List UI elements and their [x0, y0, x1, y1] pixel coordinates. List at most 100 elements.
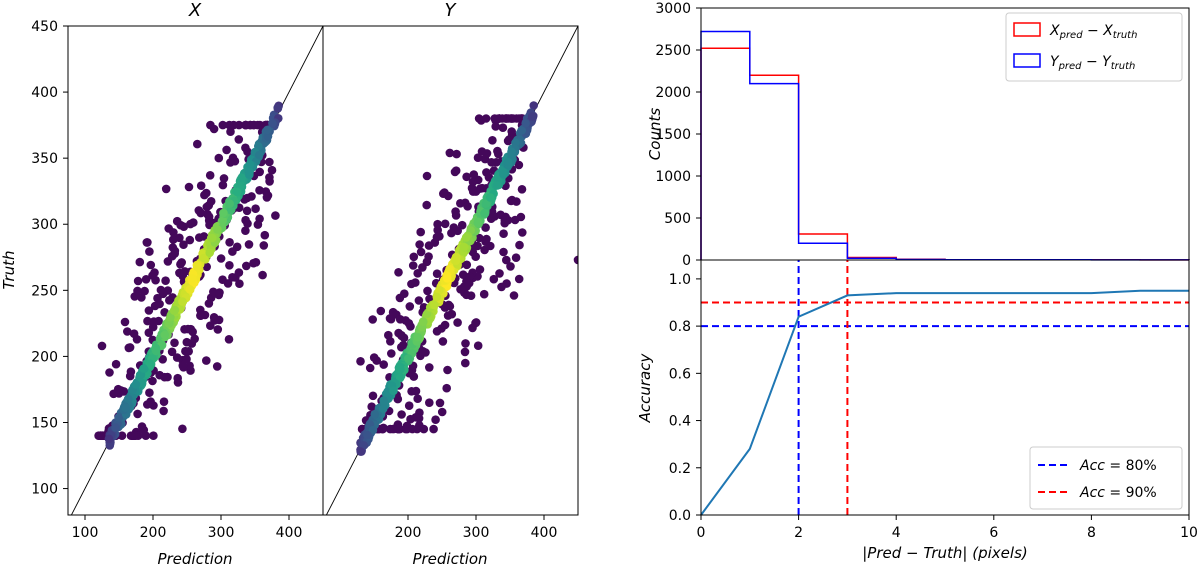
- outlier-point: [132, 335, 142, 344]
- accuracy-lines: [700, 260, 1189, 516]
- outlier-point: [145, 247, 154, 256]
- y-tick-label: 150: [31, 415, 58, 431]
- outlier-point: [495, 269, 504, 278]
- outlier-point: [195, 233, 204, 242]
- outlier-point: [514, 274, 524, 284]
- histogram-ylabel: Counts: [646, 108, 664, 161]
- outlier-point: [422, 171, 432, 181]
- legend-label-y: Ypred − Ytruth: [1050, 54, 1135, 72]
- outlier-point: [243, 219, 252, 228]
- outlier-point: [241, 120, 250, 130]
- y-tick-label: 1500: [655, 127, 691, 143]
- outlier-point: [509, 291, 519, 300]
- outlier-point: [173, 373, 182, 383]
- outlier-point: [493, 146, 502, 156]
- y-tick-label: 200: [31, 349, 58, 365]
- outlier-point: [151, 275, 160, 285]
- outlier-point: [161, 276, 170, 286]
- outlier-point: [474, 114, 484, 123]
- y-tick-label: 400: [31, 85, 58, 101]
- histogram-panel: 0 500 1000 1500 2000 2500 3000 Counts Xpred − …: [646, 1, 1190, 269]
- outlier-point: [177, 258, 186, 267]
- outlier-point: [440, 219, 450, 229]
- outlier-point: [186, 219, 195, 229]
- outlier-point: [482, 168, 491, 177]
- density-point: [356, 447, 366, 456]
- outlier-point: [461, 339, 470, 348]
- density-point: [378, 404, 388, 414]
- outlier-point: [507, 195, 517, 205]
- outlier-point: [445, 302, 455, 311]
- outlier-point: [148, 376, 157, 386]
- outlier-point: [516, 212, 526, 222]
- density-point: [193, 261, 202, 270]
- outlier-point: [209, 287, 218, 297]
- scatter-x-yaxis: 100 150 200 250 300 350 400 450: [31, 19, 68, 498]
- outlier-point: [443, 311, 453, 320]
- outlier-point: [204, 299, 214, 308]
- outlier-point: [425, 398, 434, 408]
- outlier-point: [105, 368, 114, 377]
- outlier-point: [397, 330, 406, 340]
- density-point: [268, 119, 277, 128]
- outlier-point: [167, 347, 177, 357]
- outlier-point: [475, 233, 484, 243]
- density-point: [507, 147, 516, 156]
- density-point: [199, 253, 209, 263]
- density-point: [459, 242, 469, 252]
- x-tick-label: 10: [1180, 525, 1198, 541]
- scatter-x-ylabel: Truth: [0, 250, 18, 289]
- x-tick-label: 400: [276, 525, 303, 541]
- outlier-point: [368, 315, 378, 324]
- outlier-point: [183, 324, 193, 334]
- outlier-point: [141, 431, 151, 441]
- outlier-point: [445, 148, 455, 158]
- outlier-point: [137, 293, 146, 302]
- outlier-point: [169, 228, 178, 237]
- outlier-point: [109, 389, 118, 399]
- outlier-point: [234, 135, 244, 144]
- outlier-point: [260, 230, 270, 240]
- outlier-point: [414, 296, 424, 305]
- outlier-point: [111, 359, 121, 369]
- scatter-x-title: X: [188, 0, 202, 21]
- outlier-point: [126, 431, 136, 441]
- y-tick-label: 0: [682, 253, 691, 269]
- outlier-point: [413, 269, 423, 278]
- outlier-point: [413, 394, 423, 404]
- scatter-y-title: Y: [445, 0, 458, 21]
- outlier-point: [225, 238, 234, 247]
- outlier-point: [133, 409, 142, 419]
- outlier-point: [200, 310, 210, 320]
- scatter-panel-y: Y 200 300 400 Prediction: [322, 0, 579, 566]
- outlier-point: [408, 261, 418, 270]
- outlier-point: [255, 167, 264, 177]
- outlier-point: [242, 261, 251, 271]
- accuracy-xaxis: 0 2 4 6 8 10: [697, 515, 1198, 541]
- outlier-point: [480, 154, 490, 164]
- outlier-point: [267, 165, 277, 175]
- outlier-point: [384, 330, 393, 340]
- outlier-point: [491, 122, 501, 131]
- outlier-point: [425, 363, 434, 372]
- y-tick-label: 0.2: [669, 461, 691, 477]
- density-point: [527, 112, 537, 121]
- outlier-point: [456, 199, 465, 208]
- y-tick-label: 0.0: [669, 508, 691, 524]
- outlier-point: [133, 286, 142, 296]
- outlier-point: [244, 240, 254, 249]
- outlier-point: [486, 241, 495, 251]
- outlier-point: [209, 124, 219, 134]
- outlier-point: [499, 229, 508, 238]
- density-point: [225, 199, 234, 208]
- outlier-point: [172, 216, 182, 226]
- density-point: [511, 138, 520, 148]
- outlier-point: [154, 316, 163, 326]
- x-tick-label: 400: [531, 525, 558, 541]
- outlier-point: [196, 181, 206, 190]
- density-point: [245, 167, 254, 176]
- density-point: [187, 274, 197, 283]
- outlier-point: [161, 184, 171, 194]
- outlier-point: [411, 386, 421, 396]
- outlier-point: [223, 279, 233, 288]
